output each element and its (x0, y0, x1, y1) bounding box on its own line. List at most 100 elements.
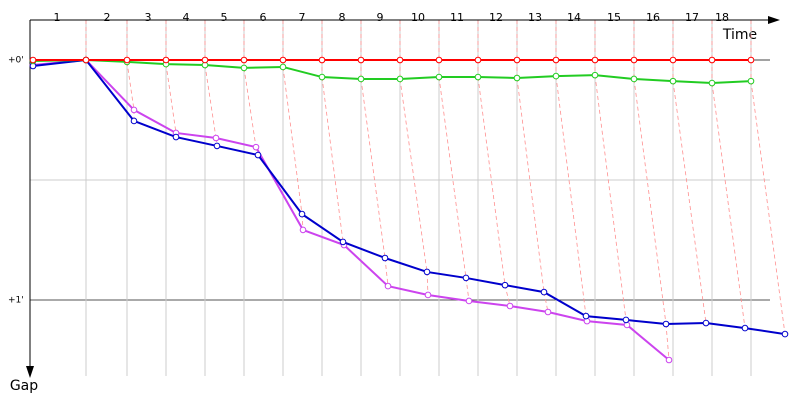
data-point (252, 143, 260, 151)
data-point (339, 238, 347, 246)
lap-label: 11 (450, 11, 464, 24)
data-point (622, 316, 630, 324)
series-line (32, 58, 786, 336)
lap-label: 2 (104, 11, 111, 24)
data-point (669, 56, 677, 64)
lap-label: 3 (145, 11, 152, 24)
lap-label: 15 (607, 11, 621, 24)
data-point (212, 134, 220, 142)
data-point (552, 56, 560, 64)
lap-connector (477, 76, 506, 286)
data-point (781, 330, 789, 338)
lap-label: 14 (567, 11, 581, 24)
series-line (32, 58, 670, 361)
data-point (201, 56, 209, 64)
lap-connector (126, 61, 135, 110)
lap-label: 12 (489, 11, 503, 24)
data-point (513, 56, 521, 64)
data-point (702, 319, 710, 327)
lap-label: 16 (646, 11, 660, 24)
lap-connector (465, 277, 470, 302)
data-point (506, 302, 514, 310)
data-point (513, 74, 521, 82)
lap-connector (384, 257, 389, 287)
lap-label: 5 (221, 11, 228, 24)
data-point (591, 71, 599, 79)
data-point (240, 64, 248, 72)
lap-connector (672, 81, 707, 324)
data-point (213, 142, 221, 150)
data-point (299, 226, 307, 234)
data-point (423, 268, 431, 276)
data-point (501, 281, 509, 289)
data-point (357, 75, 365, 83)
data-point (708, 79, 716, 87)
y-axis-label: Gap (10, 378, 38, 394)
data-point (424, 291, 432, 299)
data-point (630, 75, 638, 83)
lap-connector (360, 78, 386, 259)
data-point (240, 56, 248, 64)
lap-connector (204, 64, 217, 139)
lap-connector (633, 78, 667, 325)
lap-connector (504, 285, 511, 307)
series-line (32, 59, 752, 85)
data-point (123, 56, 131, 64)
data-point (747, 77, 755, 85)
data-point (318, 56, 326, 64)
data-point (747, 56, 755, 64)
y-axis-arrow (26, 366, 34, 378)
data-point (708, 56, 716, 64)
lap-connector (516, 77, 545, 293)
lap-label: 1 (54, 11, 61, 24)
x-axis-label: Time (722, 27, 757, 43)
data-point (384, 282, 392, 290)
data-point (741, 324, 749, 332)
lap-connector (438, 76, 467, 278)
data-point (669, 77, 677, 85)
data-point (474, 56, 482, 64)
lap-label: 9 (377, 11, 384, 24)
lap-label: 18 (715, 11, 729, 24)
data-point (582, 312, 590, 320)
lap-connector (711, 82, 746, 329)
lap-label: 8 (339, 11, 346, 24)
data-point (396, 56, 404, 64)
data-point (130, 106, 138, 114)
lap-label: 10 (411, 11, 425, 24)
lap-label: 7 (299, 11, 306, 24)
data-point (435, 73, 443, 81)
data-point (279, 63, 287, 71)
data-point (662, 320, 670, 328)
lap-label: 13 (528, 11, 542, 24)
lap-connector (555, 76, 587, 317)
lap-connector (165, 64, 177, 134)
lap-label: 6 (260, 11, 267, 24)
data-point (130, 117, 138, 125)
data-point (474, 73, 482, 81)
lap-connector (282, 66, 303, 215)
lap-connector (665, 323, 670, 361)
data-point (591, 56, 599, 64)
data-point (540, 288, 548, 296)
y-tick-label: +1' (8, 296, 24, 306)
data-point (29, 56, 37, 64)
data-point (465, 297, 473, 305)
data-point (279, 56, 287, 64)
data-point (396, 75, 404, 83)
data-point (82, 56, 90, 64)
lap-connector (321, 76, 344, 242)
lap-label: 17 (685, 11, 699, 24)
lap-connector (750, 81, 786, 335)
y-tick-label: +0' (8, 56, 24, 66)
data-point (318, 73, 326, 81)
lap-label: 4 (183, 11, 190, 24)
lap-connector (594, 75, 627, 320)
data-point (462, 274, 470, 282)
data-point (254, 151, 262, 159)
data-point (357, 56, 365, 64)
data-point (552, 72, 560, 80)
data-point (298, 210, 306, 218)
data-point (162, 56, 170, 64)
